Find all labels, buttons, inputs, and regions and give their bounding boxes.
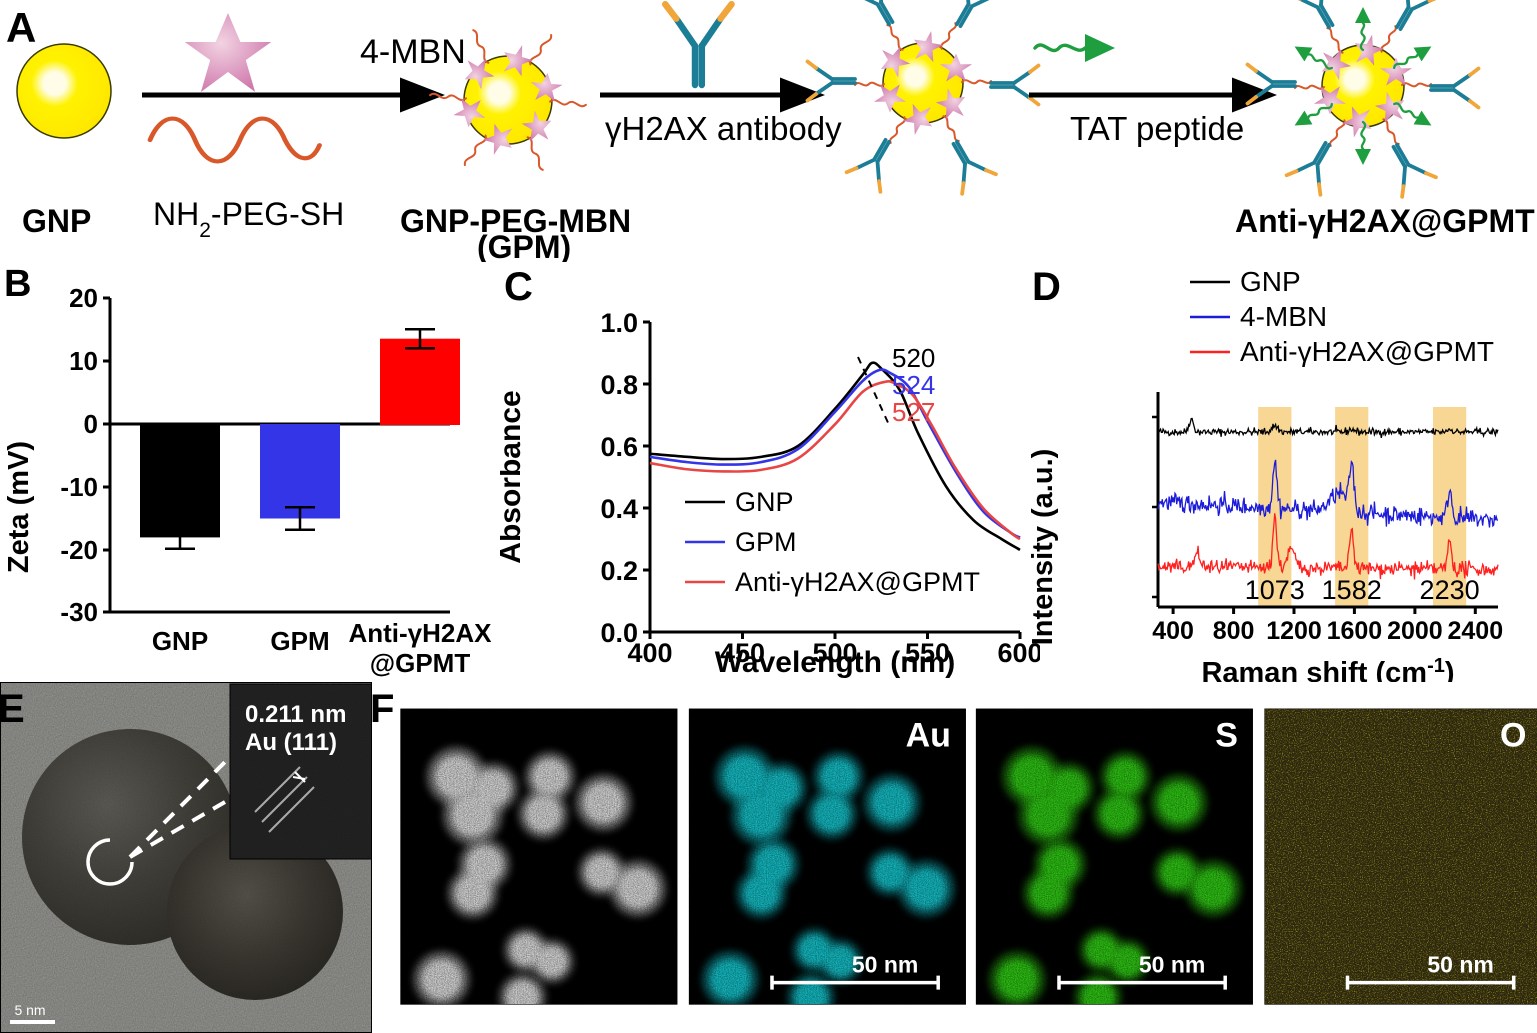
svg-text:0: 0: [84, 409, 98, 439]
svg-text:-30: -30: [60, 597, 98, 627]
svg-text:0.211 nm: 0.211 nm: [245, 701, 346, 728]
svg-text:GNP: GNP: [735, 487, 794, 517]
svg-text:γH2AX antibody: γH2AX antibody: [605, 110, 842, 147]
svg-text:400: 400: [627, 638, 672, 668]
svg-text:4-MBN: 4-MBN: [360, 33, 466, 71]
svg-text:2000: 2000: [1387, 617, 1443, 645]
svg-text:TAT peptide: TAT peptide: [1070, 110, 1244, 147]
svg-text:520: 520: [892, 343, 935, 373]
svg-text:C: C: [504, 265, 533, 309]
svg-text:5 nm: 5 nm: [14, 1002, 45, 1018]
svg-text:Au (111): Au (111): [245, 729, 337, 756]
svg-text:800: 800: [1213, 617, 1255, 645]
svg-text:O: O: [1500, 717, 1526, 755]
svg-text:10: 10: [69, 346, 98, 376]
svg-text:GNP: GNP: [22, 203, 91, 239]
svg-text:0.2: 0.2: [600, 556, 638, 586]
svg-text:524: 524: [892, 370, 935, 400]
svg-text:B: B: [4, 263, 31, 305]
svg-text:E: E: [0, 687, 25, 731]
svg-text:Intensity (a.u.): Intensity (a.u.): [1030, 449, 1059, 646]
svg-text:Anti-γH2AX@GPMT: Anti-γH2AX@GPMT: [735, 567, 980, 597]
svg-text:2230: 2230: [1420, 575, 1480, 605]
svg-text:GNP: GNP: [152, 626, 208, 656]
svg-text:20: 20: [69, 283, 98, 313]
svg-text:1582: 1582: [1322, 575, 1382, 605]
svg-text:NH2-PEG-SH: NH2-PEG-SH: [153, 196, 344, 242]
svg-text:50 nm: 50 nm: [1427, 952, 1493, 978]
svg-text:0.6: 0.6: [600, 432, 638, 462]
svg-text:1200: 1200: [1266, 617, 1322, 645]
svg-text:S: S: [1215, 717, 1238, 755]
svg-text:Anti-γH2AX@GPMT: Anti-γH2AX@GPMT: [1240, 336, 1494, 367]
svg-text:@GPMT: @GPMT: [370, 648, 471, 678]
svg-text:(GPM): (GPM): [477, 229, 571, 262]
svg-text:4-MBN: 4-MBN: [1240, 301, 1327, 332]
svg-text:0.4: 0.4: [600, 494, 638, 524]
svg-text:400: 400: [1152, 617, 1194, 645]
svg-text:Au: Au: [906, 717, 951, 755]
svg-text:1.0: 1.0: [600, 308, 638, 338]
svg-text:GPM: GPM: [735, 527, 797, 557]
svg-text:A: A: [6, 4, 36, 51]
svg-text:GNP: GNP: [1240, 266, 1301, 297]
svg-text:-20: -20: [60, 535, 98, 565]
svg-text:1073: 1073: [1245, 575, 1305, 605]
svg-text:-10: -10: [60, 472, 98, 502]
svg-text:Wavelength (nm): Wavelength (nm): [715, 646, 956, 679]
svg-text:1600: 1600: [1327, 617, 1383, 645]
svg-text:50 nm: 50 nm: [852, 952, 918, 978]
svg-text:Anti-γH2AX: Anti-γH2AX: [348, 618, 492, 648]
svg-text:2400: 2400: [1447, 617, 1503, 645]
svg-text:Absorbance: Absorbance: [500, 390, 527, 563]
svg-text:Anti-γH2AX@GPMT: Anti-γH2AX@GPMT: [1235, 203, 1535, 239]
svg-text:Zeta (mV): Zeta (mV): [3, 441, 35, 573]
svg-text:527: 527: [892, 397, 935, 427]
svg-text:GPM: GPM: [270, 626, 329, 656]
svg-text:50 nm: 50 nm: [1139, 952, 1205, 978]
svg-text:Raman shift (cm-1): Raman shift (cm-1): [1201, 655, 1454, 682]
svg-text:F: F: [372, 687, 394, 731]
svg-text:0.8: 0.8: [600, 370, 638, 400]
svg-text:D: D: [1032, 265, 1061, 309]
